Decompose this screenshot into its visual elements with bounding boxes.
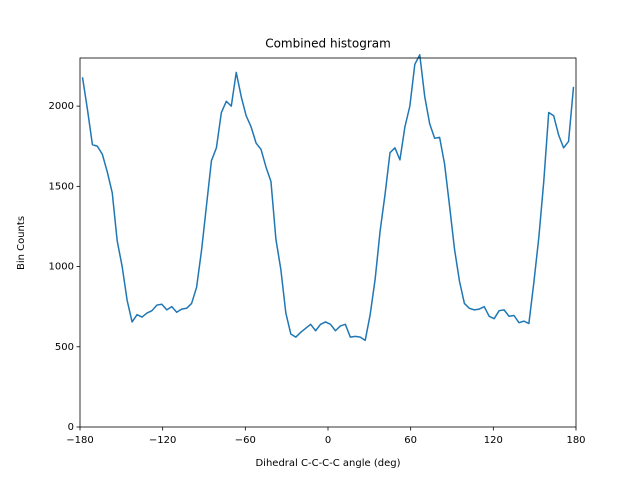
- y-axis-label: Bin Counts: [16, 216, 27, 270]
- x-tick-label: 0: [325, 435, 331, 446]
- y-tick-label: 2000: [49, 101, 74, 112]
- x-tick-label: −60: [235, 435, 256, 446]
- axes-frame: [79, 57, 577, 428]
- x-tick-label: −180: [66, 435, 93, 446]
- x-axis-label: Dihedral C-C-C-C angle (deg): [255, 458, 400, 469]
- chart-title: Combined histogram: [265, 37, 391, 51]
- x-tick-label: 120: [484, 435, 503, 446]
- y-tick-label: 1500: [49, 181, 74, 192]
- x-tick-label: 60: [404, 435, 417, 446]
- x-tick-label: 180: [566, 435, 585, 446]
- y-tick-label: 0: [68, 422, 74, 433]
- y-tick-label: 500: [55, 342, 74, 353]
- data-line: [81, 54, 575, 342]
- y-tick-label: 1000: [49, 262, 74, 273]
- x-tick-label: −120: [149, 435, 176, 446]
